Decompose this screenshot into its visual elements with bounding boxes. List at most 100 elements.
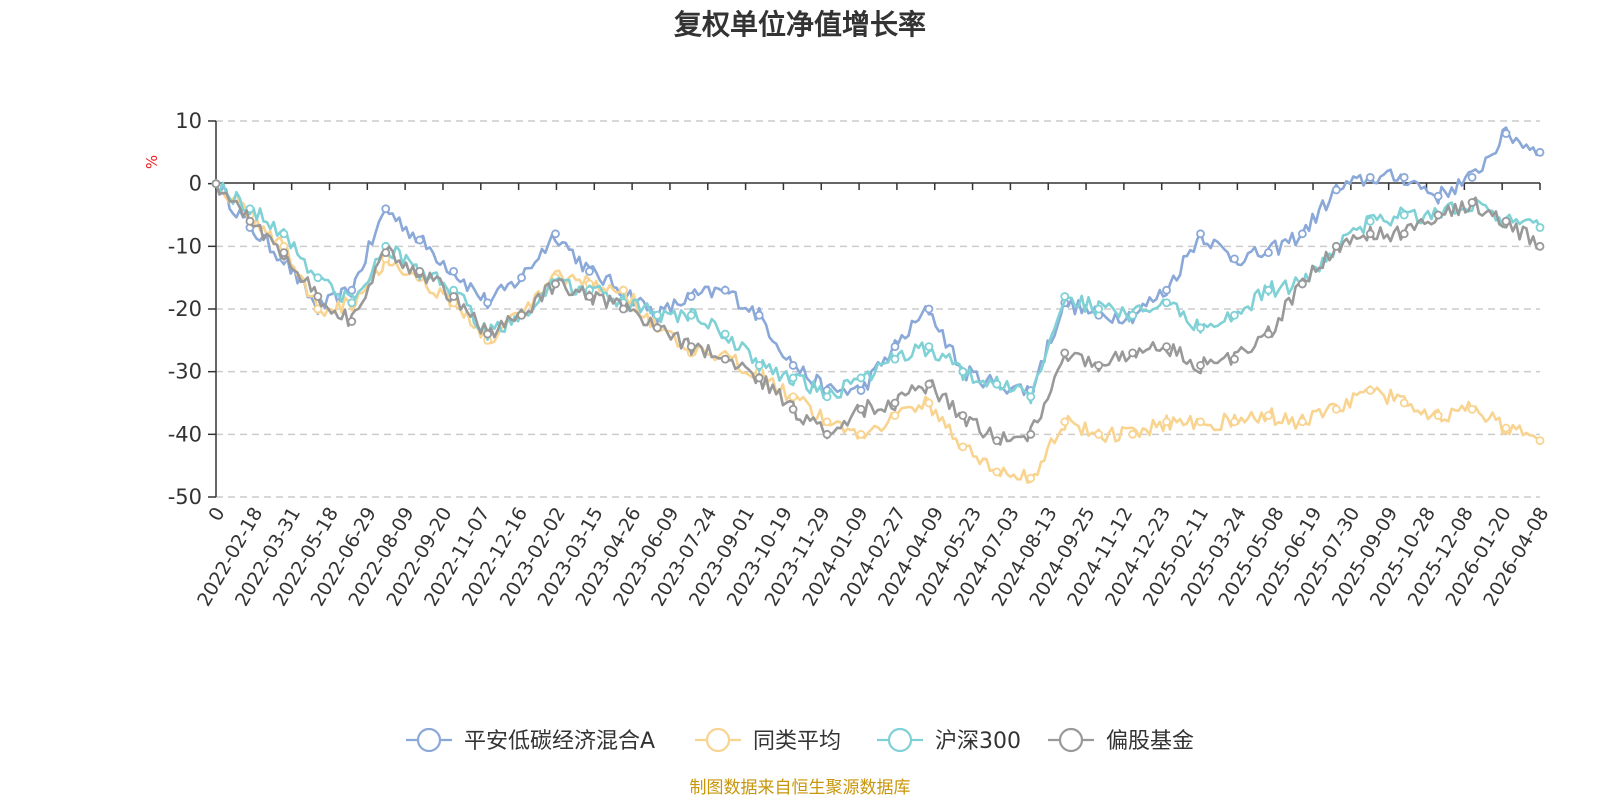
data-point [720,354,730,364]
data-point [1399,172,1409,182]
data-point [1467,198,1477,207]
data-point [1026,473,1036,483]
data-point [958,367,968,377]
data-point [1365,172,1375,182]
data-point [1297,417,1307,427]
series-lines [211,126,1545,484]
data-point [618,285,628,295]
y-tick-label: 10 [175,109,202,133]
data-point [347,298,357,308]
y-axis-ticks: 10 0 -10 -20 -30 -40 -50 [168,109,216,509]
y-axis-unit: % [143,155,161,169]
data-point [1264,411,1273,420]
source-note: 制图数据来自恒生聚源数据库 [690,778,911,798]
data-point [788,373,798,383]
y-tick-label: -40 [168,422,202,446]
series-line [214,181,1542,405]
data-point [1535,223,1545,232]
data-point [449,266,459,276]
data-point [1399,229,1409,239]
y-tick-label: -10 [168,234,202,258]
legend-item[interactable]: 沪深300 [877,727,1021,754]
data-point [585,292,594,301]
data-point [618,304,628,314]
chart-title: 复权单位净值增长率 [674,8,926,41]
data-point [890,354,900,364]
data-point [686,310,696,320]
data-point [788,392,798,402]
data-point [924,379,934,389]
legend-item[interactable]: 同类平均 [695,727,841,754]
data-point [211,179,221,189]
data-point [856,429,866,439]
data-point [517,273,526,283]
legend-label: 同类平均 [753,729,841,754]
data-point [381,248,391,258]
data-point [924,342,934,352]
data-point [822,392,832,402]
series-line [214,126,1541,397]
data-point [313,292,323,301]
data-point [1264,285,1273,295]
data-point [890,342,900,352]
data-point [1365,216,1375,226]
data-point [924,304,934,314]
data-point [1433,210,1443,220]
data-point [958,411,968,420]
legend-label: 沪深300 [935,729,1021,754]
data-point [992,379,1002,389]
data-point [1196,417,1205,427]
legend-item[interactable]: 偏股基金 [1048,727,1194,754]
data-point [1196,360,1205,370]
data-point [1196,323,1205,333]
data-point [1230,310,1239,320]
data-point [856,373,866,383]
legend-marker [416,727,442,753]
data-point [585,266,594,276]
data-point [551,229,560,239]
data-point [245,216,255,226]
series-line [214,183,1541,446]
data-point [856,386,866,395]
data-point [754,373,764,383]
data-point [958,442,968,452]
data-point [1399,210,1409,220]
data-point [1162,298,1171,308]
y-tick-label: -30 [168,360,202,384]
data-point [313,273,323,283]
data-point [652,310,662,320]
data-point [1535,436,1545,446]
data-point [1162,342,1171,352]
data-point [483,329,492,339]
legend-marker [1058,727,1084,753]
data-point [1264,329,1273,339]
data-point [788,404,798,414]
data-point [720,329,730,339]
series-line [214,183,1541,484]
data-point [449,292,459,301]
data-point [1501,129,1511,138]
legend-item[interactable]: 平安低碳经济混合A [406,727,655,754]
data-point [245,204,255,214]
data-point [1331,241,1341,251]
data-point [1060,348,1070,358]
data-point [483,298,492,308]
data-point [1433,411,1443,420]
data-point [1162,417,1171,427]
data-point [1264,248,1273,258]
data-point [1094,304,1104,314]
data-point [1467,172,1477,182]
legend[interactable]: 平安低碳经济混合A 同类平均 沪深300 偏股基金 [406,727,1194,754]
gridlines [216,120,1540,498]
data-point [1297,229,1307,239]
data-point [517,310,526,320]
data-point [992,467,1002,477]
data-point [347,317,357,326]
data-point [1060,292,1070,301]
data-point [856,404,866,414]
data-point [890,411,900,420]
data-point [551,279,560,289]
data-point [686,292,696,301]
data-point [754,360,764,370]
